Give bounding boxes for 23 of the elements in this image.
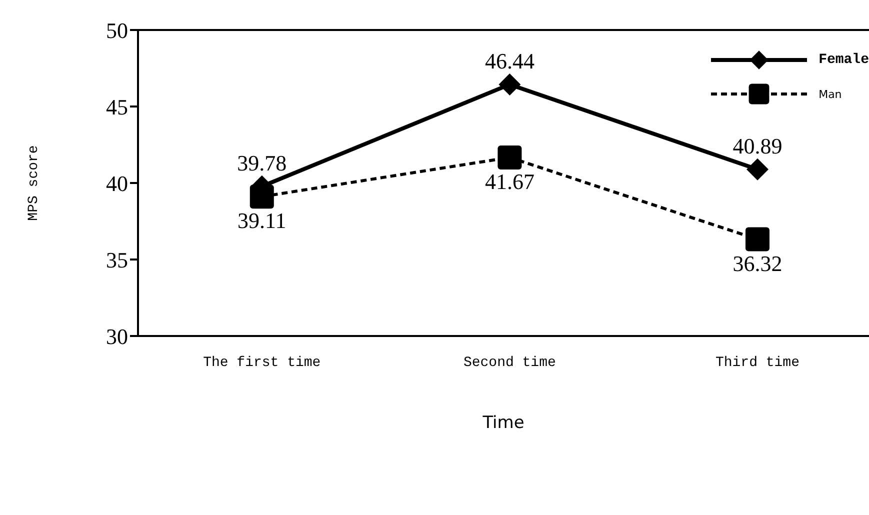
- x-tick-label: Third time: [715, 354, 800, 371]
- y-tick-label: 35: [106, 247, 128, 272]
- data-label: 39.78: [237, 150, 287, 176]
- text: Female: [818, 52, 869, 68]
- data-label: 39.11: [238, 208, 286, 234]
- data-label: 46.44: [484, 48, 534, 74]
- text: Man: [818, 88, 842, 100]
- y-tick-label: 40: [106, 170, 128, 196]
- y-axis-title: MPS score: [26, 145, 42, 221]
- y-tick-label: 45: [106, 94, 128, 120]
- point: [746, 158, 768, 180]
- y-tick-label: 50: [106, 18, 128, 43]
- x-axis-title: Time: [482, 413, 524, 433]
- point: [498, 145, 522, 170]
- point: [250, 184, 274, 209]
- point: [498, 73, 521, 96]
- x-tick-label: The first time: [203, 354, 321, 371]
- point: [745, 227, 770, 252]
- x-tick-label: Second time: [463, 354, 556, 371]
- data-label: 40.89: [732, 133, 782, 158]
- data-label: 36.32: [732, 250, 782, 276]
- data-label: 41.67: [484, 169, 534, 194]
- y-tick-label: 30: [106, 324, 128, 349]
